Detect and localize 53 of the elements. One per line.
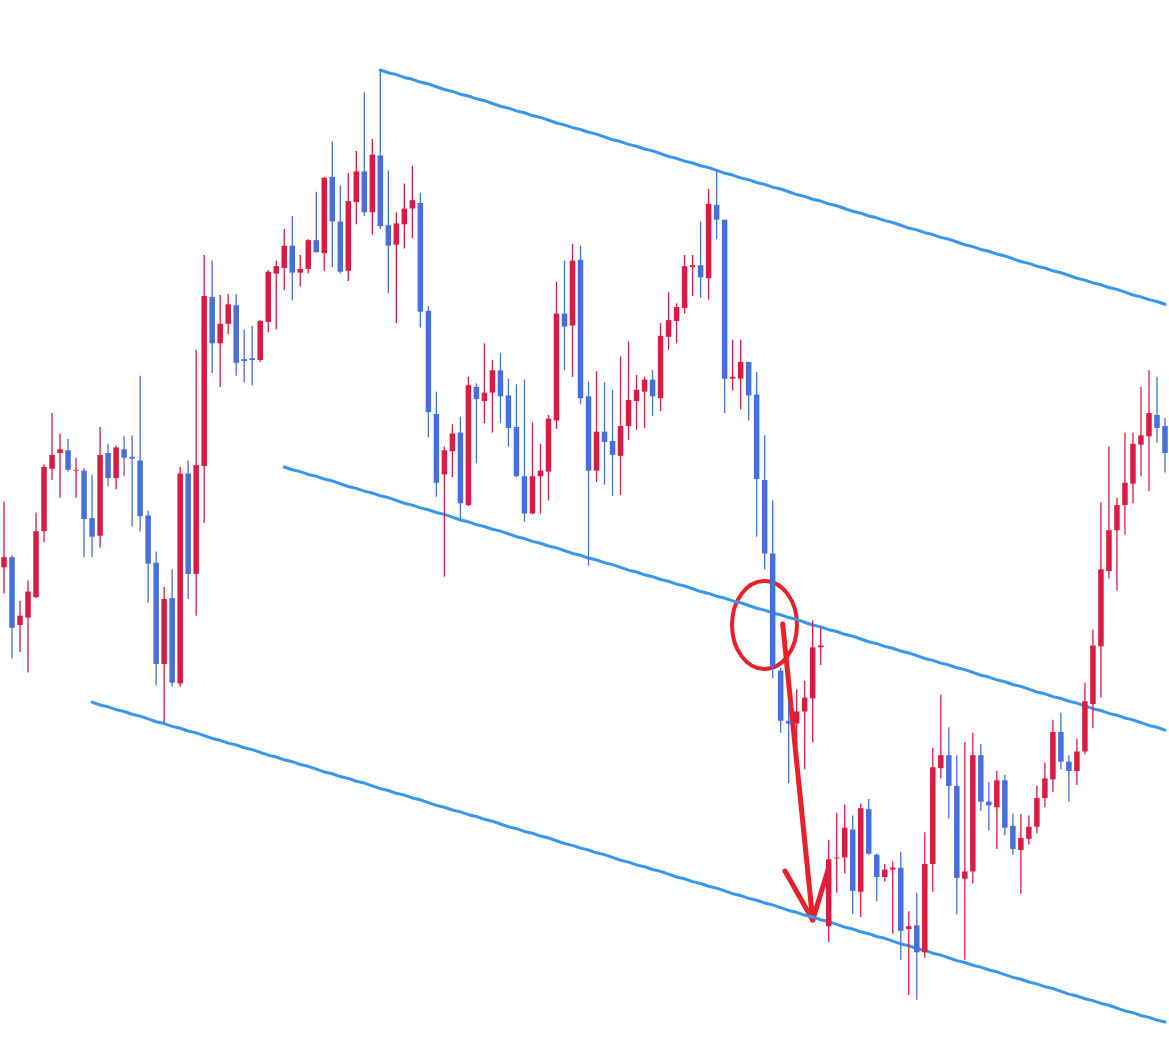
candlestick [641, 376, 648, 429]
candlestick [17, 600, 23, 653]
candlestick [890, 860, 896, 935]
candlestick [817, 627, 824, 666]
candlestick [665, 291, 672, 351]
candlestick [609, 389, 616, 497]
candlestick [633, 374, 640, 431]
candlestick [1146, 369, 1152, 492]
candlestick [1066, 754, 1072, 803]
candlestick [673, 302, 680, 344]
candlestick [385, 169, 392, 294]
candlestick [1074, 737, 1080, 786]
candlestick [1026, 814, 1032, 846]
candlestick [89, 473, 95, 558]
candlestick [1122, 431, 1128, 536]
candlestick [393, 211, 400, 324]
candlestick [281, 228, 287, 291]
candlestick [729, 338, 736, 392]
candlestick [737, 338, 744, 410]
candlestick [1154, 376, 1160, 444]
candlestick [73, 457, 79, 499]
candlestick [833, 812, 840, 894]
candlestick [65, 438, 71, 473]
candlestick [1, 500, 7, 595]
candlestick [793, 688, 800, 747]
candlestick [906, 910, 912, 996]
candlestick [409, 165, 416, 239]
candlestick [1010, 813, 1016, 856]
candlestick [689, 254, 696, 297]
candlestick [785, 700, 792, 784]
candlestick [57, 432, 63, 499]
candlestick [225, 293, 231, 335]
candlestick [962, 741, 968, 961]
candlestick [217, 294, 223, 388]
candlestick [1138, 386, 1144, 477]
candlestick [473, 382, 480, 464]
candlestick [697, 220, 704, 299]
candlestick [129, 434, 135, 528]
candlestick [273, 259, 279, 331]
candlestick [938, 694, 944, 780]
candlestick [561, 259, 568, 371]
candlestick [313, 191, 320, 253]
candlestick [241, 328, 247, 384]
candlestick [489, 359, 496, 434]
candlestick [121, 435, 127, 477]
candlestick [297, 254, 304, 288]
candlestick [713, 169, 720, 240]
candlestick [1042, 761, 1048, 808]
candlestick [49, 412, 55, 481]
candlestick [1018, 813, 1024, 895]
candlestick [249, 325, 255, 386]
candlestick [986, 781, 992, 832]
candlestick [874, 853, 880, 902]
